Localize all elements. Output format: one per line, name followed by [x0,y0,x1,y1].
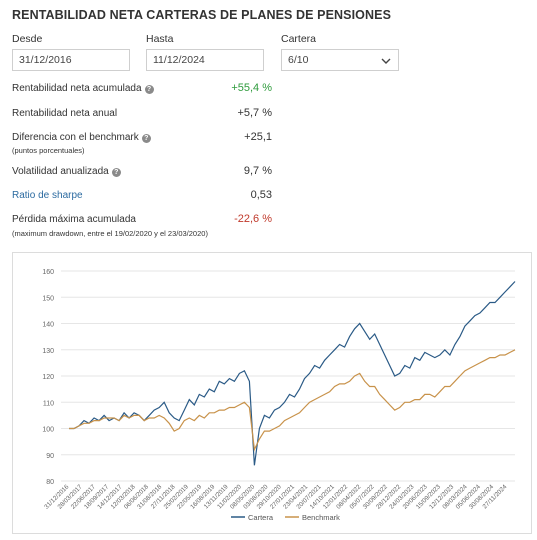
hasta-label: Hasta [146,33,174,45]
y-tick-label: 140 [42,322,54,329]
sharpe-link[interactable]: Ratio de sharpe [12,190,83,201]
page-title: RENTABILIDAD NETA CARTERAS DE PLANES DE … [12,8,392,22]
hasta-date-field[interactable]: 11/12/2024 [146,49,264,71]
performance-chart: 80 90 100 110 120 130 140 150 160 31/12/2016 28/03… [12,252,532,534]
y-tick-label: 80 [46,479,54,486]
diferencia-label: Diferencia con el benchmark [12,132,139,143]
acumulada-label: Rentabilidad neta acumulada [12,83,142,94]
diferencia-sub: (puntos porcentuales) [12,146,85,155]
y-tick-label: 90 [46,453,54,460]
perdida-sub: (maximum drawdown, entre el 19/02/2020 y… [12,229,208,238]
y-tick-label: 160 [42,269,54,276]
chart-svg: 809010011012013014015016031/12/201628/03… [42,269,516,522]
y-tick-label: 150 [42,295,54,302]
cartera-label: Cartera [281,33,317,45]
volatilidad-label: Volatilidad anualizada [12,166,109,177]
y-tick-label: 100 [42,427,54,434]
desde-date-field[interactable]: 31/12/2016 [12,49,130,71]
desde-label: Desde [12,33,43,45]
legend-label: Cartera [248,513,274,522]
y-tick-label: 110 [43,400,54,407]
perdida-value: -22,6 % [234,213,272,225]
volatilidad-value: 9,7 % [243,165,272,177]
sharpe-value: 0,53 [250,189,272,201]
cartera-select[interactable]: 6/10 [281,49,399,71]
y-tick-label: 120 [42,374,54,381]
y-tick-label: 130 [42,348,54,355]
acumulada-row: Rentabilidad neta acumulada? [12,83,154,94]
legend-label: Benchmark [302,513,340,522]
cartera-select-value: 6/10 [288,54,309,66]
acumulada-value: +55,4 % [231,82,272,94]
series-line-benchmark [69,349,516,452]
anual-label: Rentabilidad neta anual [12,108,118,119]
diferencia-row: Diferencia con el benchmark? [12,132,151,143]
diferencia-value: +25,1 [244,131,272,143]
series-line-cartera [69,281,516,466]
volatilidad-row: Volatilidad anualizada? [12,166,121,177]
help-icon[interactable]: ? [111,168,121,177]
anual-value: +5,7 % [237,107,272,119]
help-icon[interactable]: ? [144,85,154,94]
chevron-down-icon [381,58,391,64]
perdida-label: Pérdida máxima acumulada [12,214,136,225]
help-icon[interactable]: ? [141,134,151,143]
